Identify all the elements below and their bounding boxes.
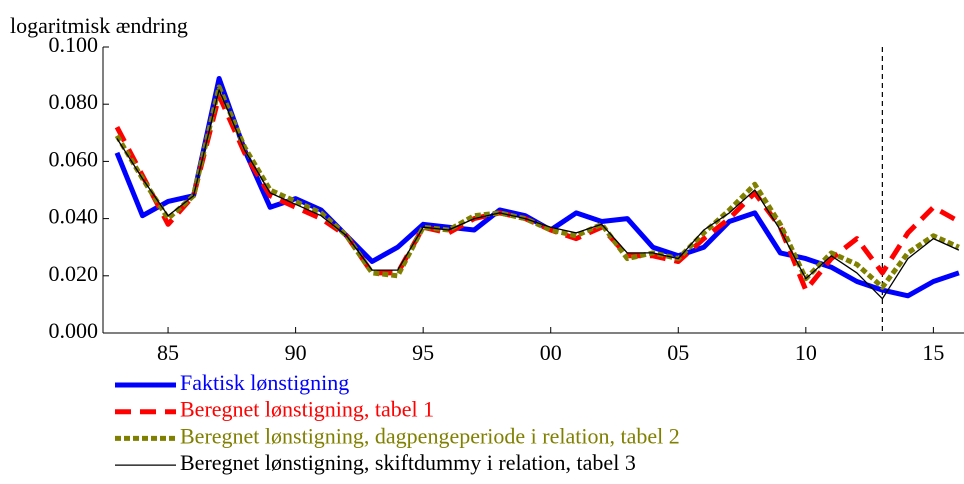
legend-label: Beregnet lønstigning, dagpengeperiode i …	[180, 423, 680, 448]
y-tick-label: 0.000	[49, 318, 99, 343]
y-axis-label: logaritmisk ændring	[10, 13, 188, 38]
y-tick-label: 0.080	[49, 89, 99, 114]
x-tick-label: 85	[157, 340, 179, 365]
y-tick-label: 0.020	[49, 261, 99, 286]
series-line	[114, 76, 960, 299]
series-line	[116, 89, 960, 300]
y-tick-label: 0.100	[49, 32, 99, 57]
series-line	[114, 84, 960, 290]
legend-label: Beregnet lønstigning, skiftdummy i relat…	[180, 450, 636, 475]
x-tick-label: 10	[795, 340, 817, 365]
x-tick-label: 90	[285, 340, 307, 365]
series-line	[114, 93, 961, 293]
y-tick-label: 0.040	[49, 204, 99, 229]
x-tick-label: 15	[922, 340, 944, 365]
y-tick-label: 0.060	[49, 146, 99, 171]
x-tick-label: 05	[667, 340, 689, 365]
x-tick-label: 00	[540, 340, 562, 365]
legend-label: Beregnet lønstigning, tabel 1	[180, 397, 434, 422]
x-tick-label: 95	[412, 340, 434, 365]
legend-label: Faktisk lønstigning	[180, 370, 349, 395]
